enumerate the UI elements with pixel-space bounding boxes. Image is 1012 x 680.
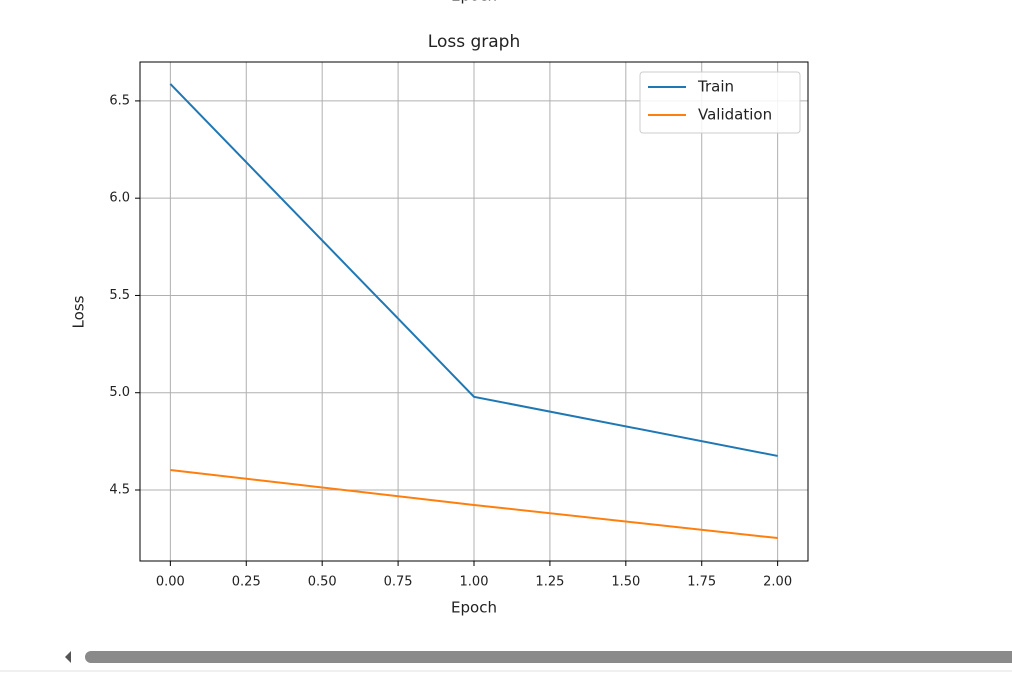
y-tick-label: 4.5 (109, 482, 130, 497)
scroll-thumb[interactable] (85, 651, 1012, 663)
x-axis-label: Epoch (451, 599, 497, 617)
scroll-left-arrow[interactable] (65, 651, 71, 663)
series-line (169, 83, 778, 457)
y-tick-label: 6.0 (109, 191, 130, 206)
cut-off-label: Epoch (451, 0, 497, 5)
x-tick-label: 0.25 (232, 575, 261, 590)
x-tick-label: 1.75 (687, 575, 716, 590)
x-tick-label: 1.00 (460, 575, 489, 590)
series-line (170, 468, 778, 540)
x-tick-label: 0.75 (384, 575, 413, 590)
y-tick-label: 6.5 (109, 93, 130, 108)
plot-frame (139, 61, 809, 562)
x-tick-label: 1.25 (535, 575, 564, 590)
plot: 0.00 0.25 0.50 0.75 1.00 1.25 1.50 1.75 2.00 4.5 5… (109, 61, 809, 590)
y-tick-label: 5.5 (109, 288, 130, 303)
x-tick-label: 1.50 (611, 575, 640, 590)
x-tick-label: 0.00 (156, 575, 185, 590)
chart-title: Loss graph (428, 32, 520, 52)
legend-label: Train (697, 78, 734, 96)
x-tick-label: 0.50 (308, 575, 337, 590)
y-axis-label: Loss (70, 295, 88, 328)
y-tick-label: 5.0 (109, 385, 130, 400)
legend-label: Validation (698, 106, 772, 124)
x-tick-label: 2.00 (763, 575, 792, 590)
